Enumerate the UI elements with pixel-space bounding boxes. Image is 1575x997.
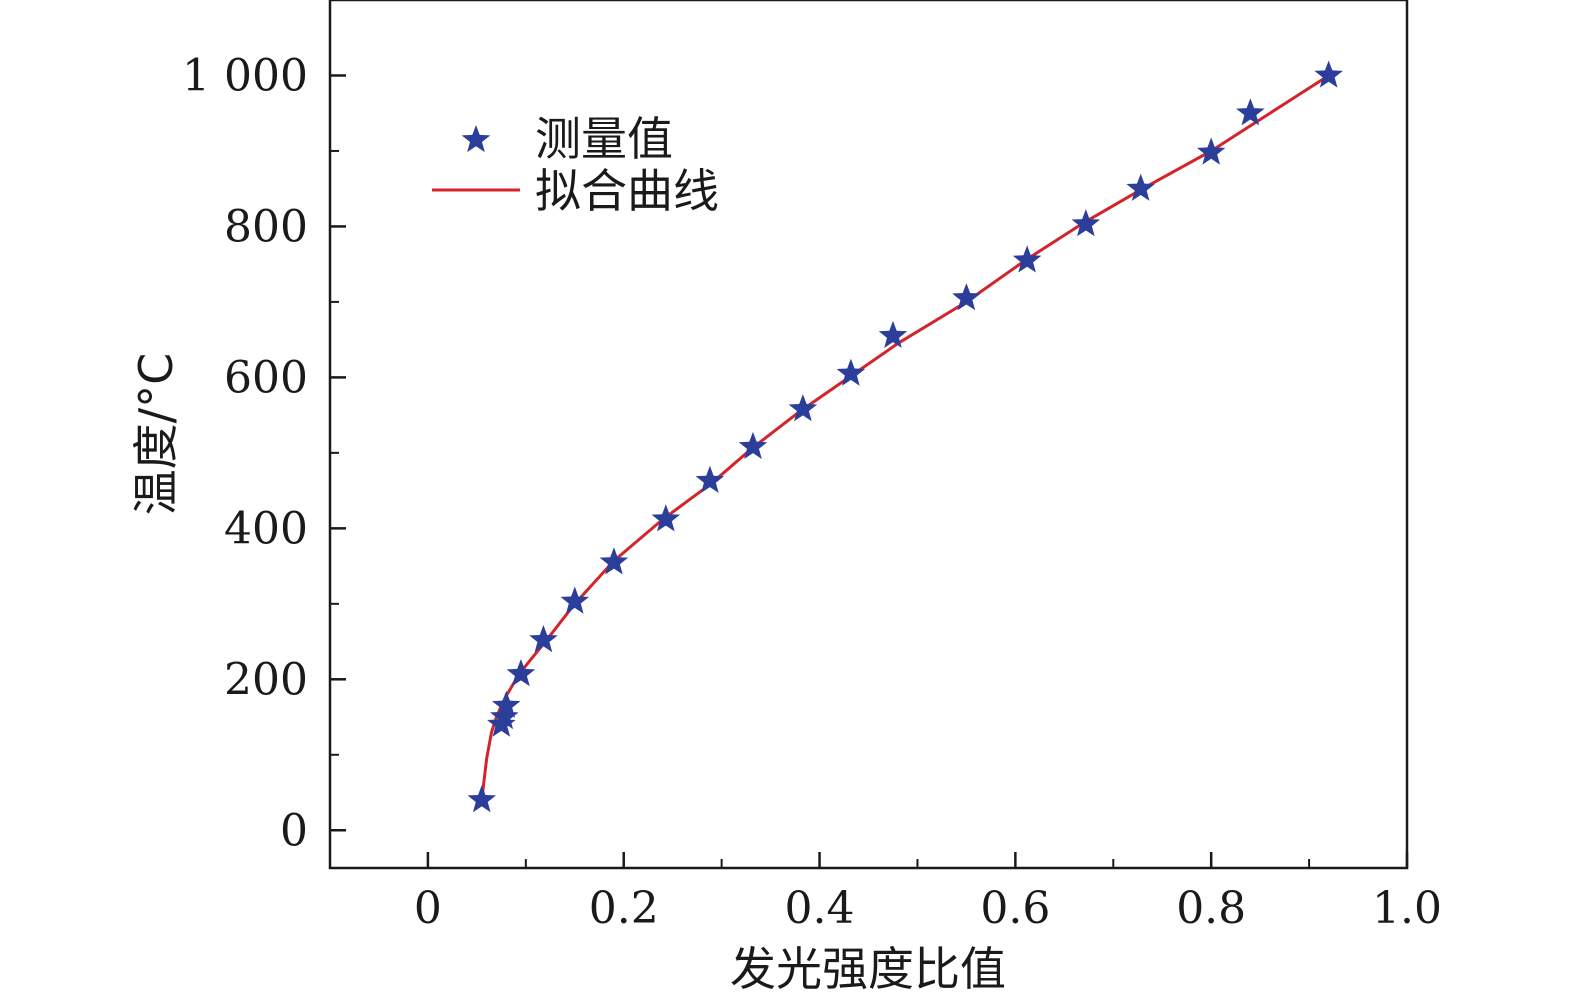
plot-frame — [328, 0, 1409, 870]
x-axis-title: 发光强度比值 — [730, 942, 1006, 996]
data-point-star — [1071, 209, 1101, 237]
data-point-star — [952, 283, 981, 311]
data-point-star — [506, 659, 536, 687]
y-tick-label: 600 — [224, 352, 308, 403]
data-point-star — [560, 586, 590, 614]
data-point-star — [491, 690, 521, 718]
data-point-star — [1236, 98, 1265, 126]
x-tick-label: 0.4 — [785, 883, 855, 934]
data-point-star — [651, 504, 681, 532]
y-tick-label: 0 — [280, 805, 308, 856]
y-axis-title: 温度/°C — [129, 353, 183, 516]
y-tick-label: 800 — [224, 201, 308, 252]
data-point-star — [490, 702, 519, 730]
legend-star-icon — [461, 125, 491, 153]
data-point-star — [738, 431, 768, 459]
data-point-star — [878, 320, 908, 349]
data-point-star — [599, 547, 629, 575]
data-point-star — [695, 465, 725, 493]
data-point-star — [1314, 60, 1343, 88]
x-tick-label: 1.0 — [1372, 883, 1442, 934]
data-point-star — [836, 358, 866, 386]
data-point-star — [1196, 137, 1226, 165]
measured-points — [467, 60, 1343, 813]
data-point-star — [467, 785, 497, 813]
data-point-star — [529, 625, 558, 653]
y-tick-label: 200 — [224, 654, 308, 705]
legend-label-measured: 测量值 — [535, 112, 673, 166]
y-axis-ticks: 0 200 400 600 800 1 000 — [182, 0, 346, 856]
data-point-star — [1012, 245, 1042, 273]
data-point-star — [788, 394, 818, 422]
y-tick-label: 400 — [224, 503, 308, 554]
x-axis-ticks: 0 0.2 0.4 0.6 0.8 1.0 — [329, 852, 1442, 934]
legend-label-fit: 拟合曲线 — [535, 164, 719, 218]
data-point-star — [1126, 173, 1155, 201]
y-tick-label: 1 000 — [182, 50, 308, 101]
x-tick-label: 0.8 — [1176, 883, 1246, 934]
x-tick-label: 0.6 — [980, 883, 1050, 934]
x-tick-label: 0 — [414, 883, 442, 934]
legend: 测量值 拟合曲线 — [432, 112, 719, 218]
x-tick-label: 0.2 — [589, 883, 659, 934]
